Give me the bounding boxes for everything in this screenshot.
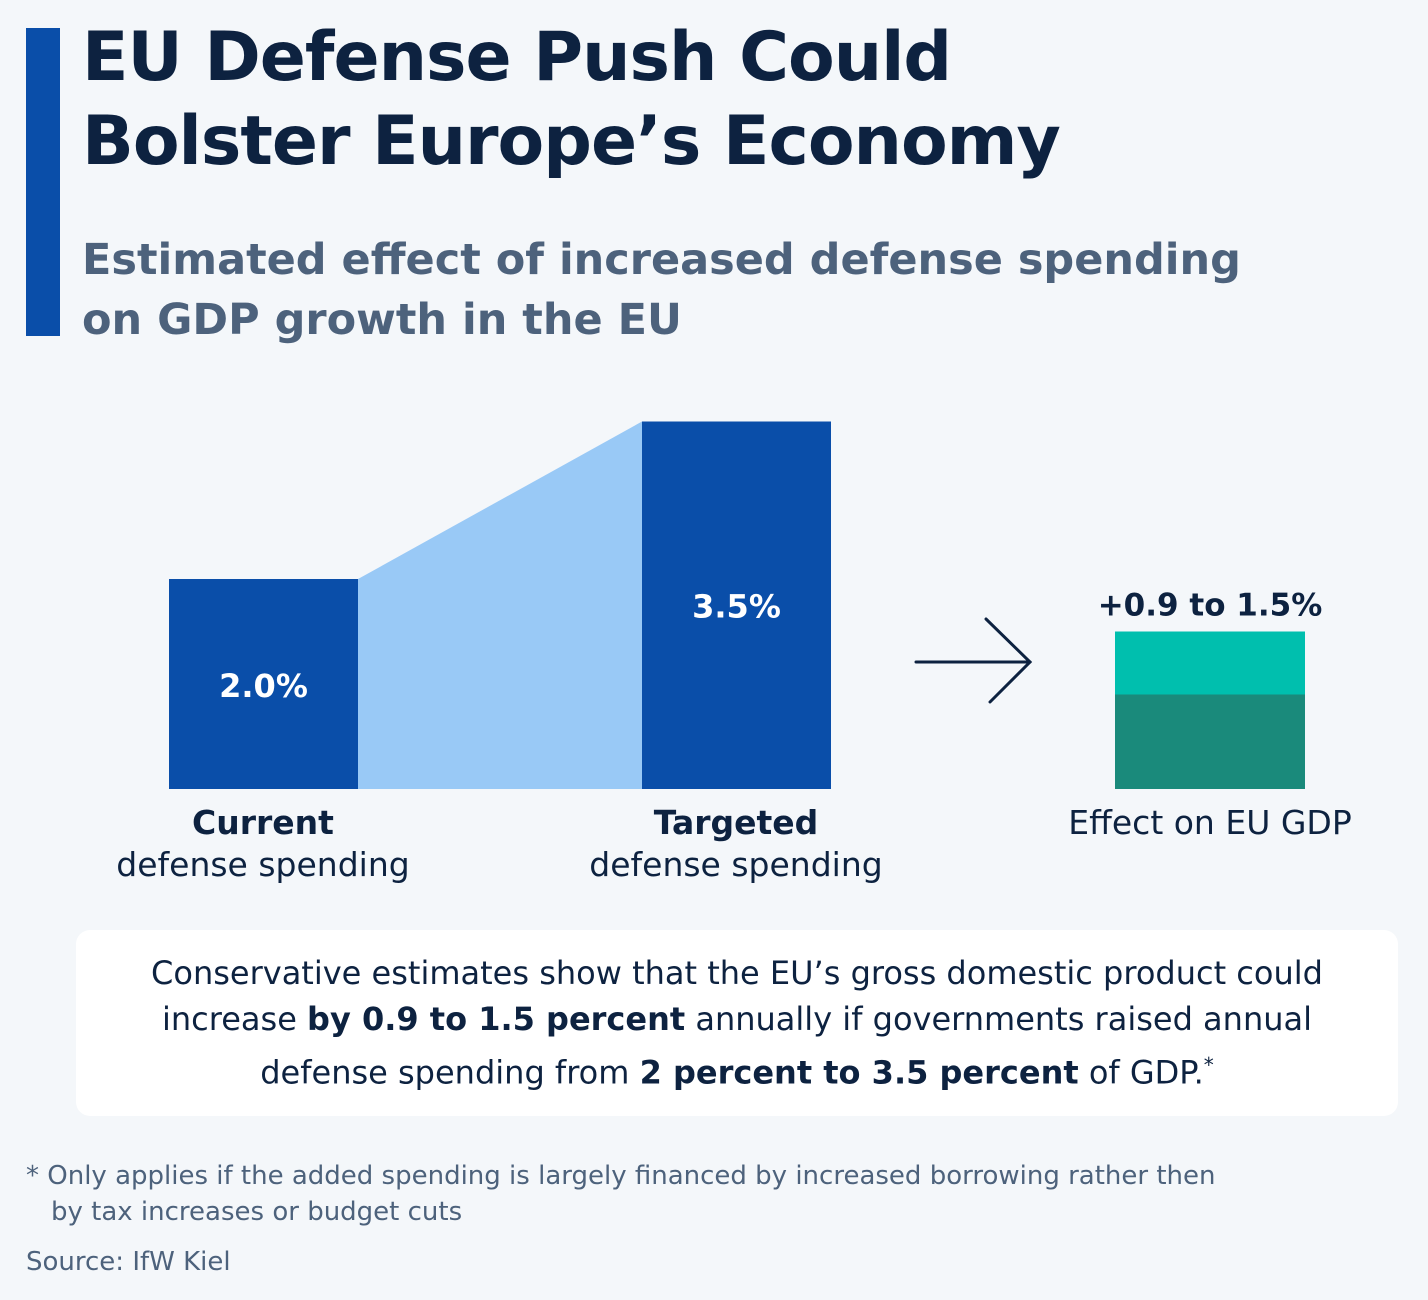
category-label-effect: Effect on EU GDP xyxy=(1030,802,1390,844)
effect-bar-range-segment xyxy=(1115,631,1305,695)
effect-bar-low-segment xyxy=(1115,694,1305,789)
note-asterisk: * xyxy=(1203,1053,1214,1077)
category-label-current-bold: Current xyxy=(192,803,334,842)
footnote: * Only applies if the added spending is … xyxy=(26,1158,1386,1230)
summary-note-box: Conservative estimates show that the EU’… xyxy=(76,930,1398,1116)
title-line-2: Bolster Europe’s Economy xyxy=(82,102,1061,181)
defense-spending-chart: 2.0% 3.5% +0.9 to 1.5% xyxy=(169,421,1323,789)
effect-category-label: Effect on EU GDP xyxy=(1068,803,1352,842)
arrow-right-icon xyxy=(914,617,1033,704)
category-label-targeted-bold: Targeted xyxy=(653,803,819,842)
bar-value-label-current: 2.0% xyxy=(219,667,308,705)
category-label-targeted-plain: defense spending xyxy=(589,845,883,884)
note-line-2-bold: by 0.9 to 1.5 percent xyxy=(307,1000,686,1038)
category-label-targeted: Targeted defense spending xyxy=(556,802,916,886)
title-line-1: EU Defense Push Could xyxy=(82,18,952,97)
subtitle-line-1: Estimated effect of increased defense sp… xyxy=(82,235,1241,285)
footnote-line-1: * Only applies if the added spending is … xyxy=(26,1161,1216,1191)
subtitle: Estimated effect of increased defense sp… xyxy=(82,230,1402,350)
note-line-2-pre: increase xyxy=(162,1000,308,1038)
category-label-current-plain: defense spending xyxy=(116,845,410,884)
bar-current-spending xyxy=(169,579,358,789)
note-line-2-post: annually if governments raised annual xyxy=(685,1000,1312,1038)
note-line-1: Conservative estimates show that the EU’… xyxy=(151,954,1323,992)
effect-value-label: +0.9 to 1.5% xyxy=(1098,588,1323,624)
note-line-3-post: of GDP. xyxy=(1078,1053,1204,1092)
subtitle-line-2: on GDP growth in the EU xyxy=(82,295,682,345)
source-credit: Source: IfW Kiel xyxy=(26,1247,231,1277)
bar-targeted-spending xyxy=(642,421,831,789)
category-label-current: Current defense spending xyxy=(83,802,443,886)
increase-connector xyxy=(358,421,642,789)
page-title: EU Defense Push Could Bolster Europe’s E… xyxy=(82,16,1402,184)
accent-bar xyxy=(26,28,60,336)
note-line-3-bold: 2 percent to 3.5 percent xyxy=(639,1053,1079,1092)
footnote-line-2: by tax increases or budget cuts xyxy=(51,1197,463,1227)
note-line-3-pre: defense spending from xyxy=(260,1053,640,1092)
bar-value-label-targeted: 3.5% xyxy=(692,588,781,626)
summary-note-text: Conservative estimates show that the EU’… xyxy=(116,950,1358,1096)
